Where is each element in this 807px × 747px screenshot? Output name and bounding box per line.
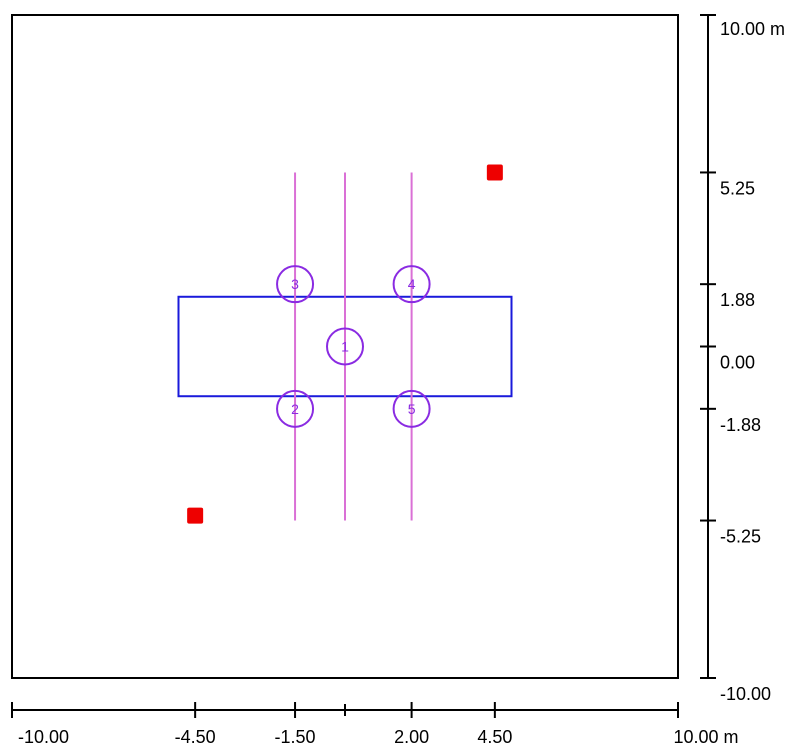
y-tick-label: 5.25 [720, 178, 755, 198]
y-tick-label: -5.25 [720, 527, 761, 547]
point-label: 2 [291, 401, 299, 417]
point-marker: 5 [392, 389, 431, 428]
point-label: 1 [341, 339, 349, 355]
point-marker: 4 [392, 265, 431, 304]
plot-frame [11, 14, 679, 679]
point-circle [392, 389, 431, 428]
y-tick-label: -1.88 [720, 415, 761, 435]
point-label: 3 [291, 276, 299, 292]
x-tick-label: 10.00 m [673, 727, 738, 747]
point-circle [326, 327, 364, 366]
point-label: 5 [408, 401, 416, 417]
point-circle [392, 265, 431, 304]
red-marker [187, 507, 204, 524]
point-circle [276, 389, 315, 428]
x-tick-label: 2.00 [394, 727, 429, 747]
x-tick-label: -4.50 [175, 727, 216, 747]
point-circle [276, 265, 315, 304]
x-tick-label: -10.00 [18, 727, 69, 747]
point-label: 4 [408, 276, 416, 292]
point-marker: 3 [276, 265, 315, 304]
y-axis: 10.00 m 5.25 1.88 0.00 -1.88 -5.25 -10.00 [700, 14, 785, 704]
x-tick-label: 4.50 [477, 727, 512, 747]
x-tick-label: -1.50 [275, 727, 316, 747]
y-tick-label: -10.00 [720, 684, 771, 704]
y-tick-label: 10.00 m [720, 19, 785, 39]
y-tick-label: 1.88 [720, 290, 755, 310]
point-marker: 2 [276, 389, 315, 428]
point-marker: 1 [326, 327, 364, 366]
red-marker [486, 164, 503, 181]
y-tick-label: 0.00 [720, 353, 755, 373]
x-axis: -10.00 -4.50 -1.50 2.00 4.50 10.00 m [11, 702, 739, 747]
